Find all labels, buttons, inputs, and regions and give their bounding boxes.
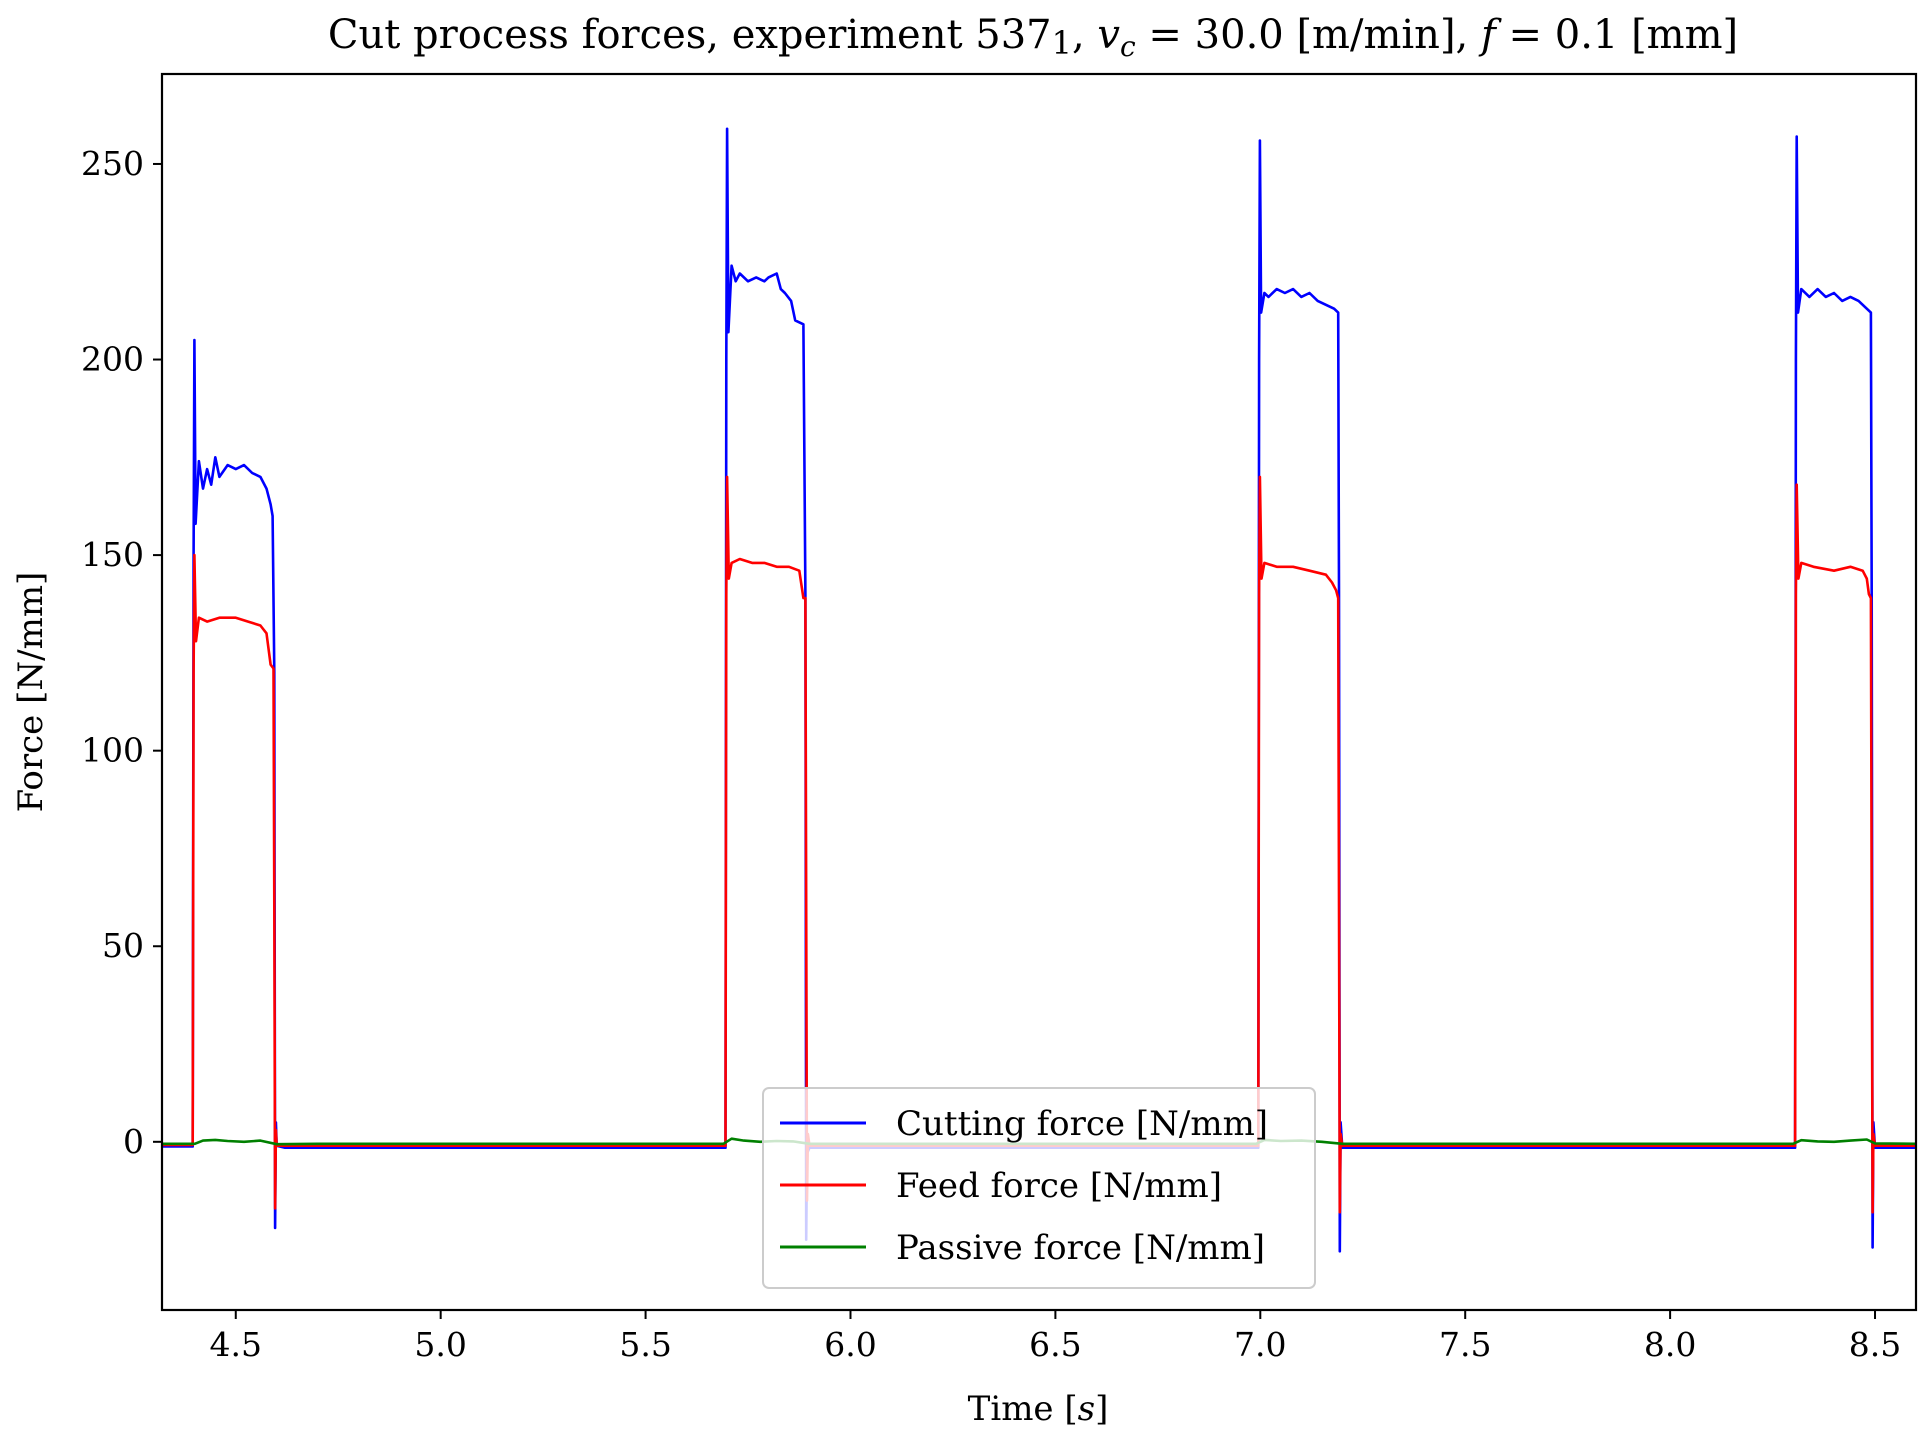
x-tick-label: 7.5	[1439, 1325, 1491, 1364]
x-tick-label: 7.0	[1234, 1325, 1286, 1364]
x-tick-label: 6.0	[824, 1325, 876, 1364]
y-axis-ticks: 0 50 100 150 200 250	[81, 144, 162, 1161]
x-axis-ticks: 4.5 5.0 5.5 6.0 6.5 7.0 7.5 8.0 8.5	[210, 1310, 1901, 1364]
x-tick-label: 5.5	[619, 1325, 671, 1364]
x-tick-label: 6.5	[1029, 1325, 1081, 1364]
y-tick-label: 100	[81, 731, 144, 770]
x-tick-label: 4.5	[210, 1325, 262, 1364]
series-line-0	[162, 127, 1916, 1253]
x-tick-label: 5.0	[414, 1325, 466, 1364]
legend-label-passive: Passive force [N/mm]	[896, 1228, 1265, 1268]
series-lines	[162, 127, 1917, 1253]
legend-frame	[762, 1087, 1316, 1289]
legend: Cutting force [N/mm] Feed force [N/mm] P…	[762, 1087, 1316, 1289]
y-tick-label: 200	[81, 340, 144, 379]
y-tick-label: 50	[102, 926, 144, 965]
legend-label-feed: Feed force [N/mm]	[896, 1166, 1222, 1206]
legend-label-cutting: Cutting force [N/mm]	[896, 1104, 1268, 1144]
plot-area-frame	[160, 72, 1918, 1312]
x-tick-label: 8.0	[1644, 1325, 1696, 1364]
y-axis-label: Force [N/mm]	[11, 572, 51, 813]
y-tick-label: 250	[81, 144, 144, 183]
y-tick-label: 0	[123, 1122, 144, 1161]
x-axis-label: Time [s]	[968, 1389, 1109, 1429]
chart-title: Cut process forces, experiment 5371, vc …	[328, 12, 1738, 63]
x-tick-label: 8.5	[1849, 1325, 1901, 1364]
y-tick-label: 150	[81, 535, 144, 574]
